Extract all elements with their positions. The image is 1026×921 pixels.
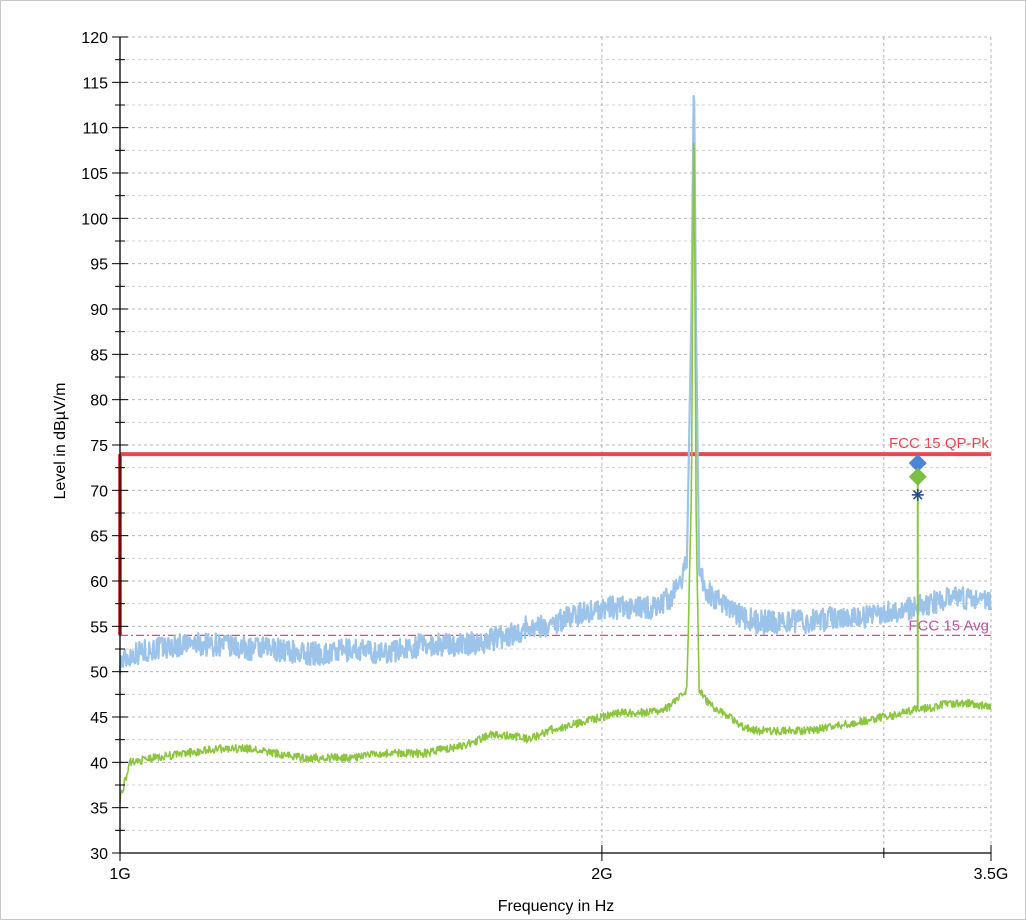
- x-tick-label: 3.5G: [974, 866, 1009, 883]
- y-tick-label: 40: [90, 755, 108, 772]
- x-tick-label: 1G: [109, 866, 130, 883]
- y-tick-label: 90: [90, 302, 108, 319]
- y-tick-label: 80: [90, 393, 108, 410]
- y-tick-label: 105: [81, 166, 108, 183]
- limit-label-avg: FCC 15 Avg: [908, 617, 989, 634]
- peak-trace: [118, 94, 993, 675]
- series-layer: [118, 94, 993, 803]
- limit-label-qp-pk: FCC 15 QP-Pk: [889, 435, 990, 452]
- marker-asterisk: [911, 488, 924, 501]
- y-axis-title: Level in dBµV/m: [52, 383, 69, 500]
- y-tick-label: 55: [90, 619, 108, 636]
- y-tick-label: 30: [90, 846, 108, 863]
- marker-diamond: [908, 454, 927, 473]
- y-tick-label: 70: [90, 483, 108, 500]
- y-tick-label: 115: [82, 75, 108, 92]
- y-tick-label: 75: [90, 438, 108, 455]
- x-axis-title: Frequency in Hz: [498, 898, 615, 915]
- y-tick-label: 65: [90, 529, 108, 546]
- y-tick-label: 60: [90, 574, 108, 591]
- y-tick-label: 95: [90, 257, 108, 274]
- axes: 30 35 40 45 50 55 60 65 70 75 80 85 90 95 100 105 110 115…: [81, 30, 1008, 883]
- y-tick-label: 110: [82, 121, 108, 138]
- y-tick-label: 85: [90, 347, 108, 364]
- markers: [908, 454, 927, 708]
- marker-diamond: [908, 467, 927, 486]
- average-trace: [119, 142, 992, 803]
- marker-asterisk-stroke: [912, 490, 923, 500]
- y-tick-label: 45: [90, 710, 108, 727]
- y-tick-label: 50: [90, 665, 108, 682]
- y-tick-label: 35: [90, 801, 108, 818]
- y-tick-label: 120: [81, 30, 108, 47]
- x-tick-label: 2G: [591, 866, 612, 883]
- y-tick-label: 100: [81, 211, 108, 228]
